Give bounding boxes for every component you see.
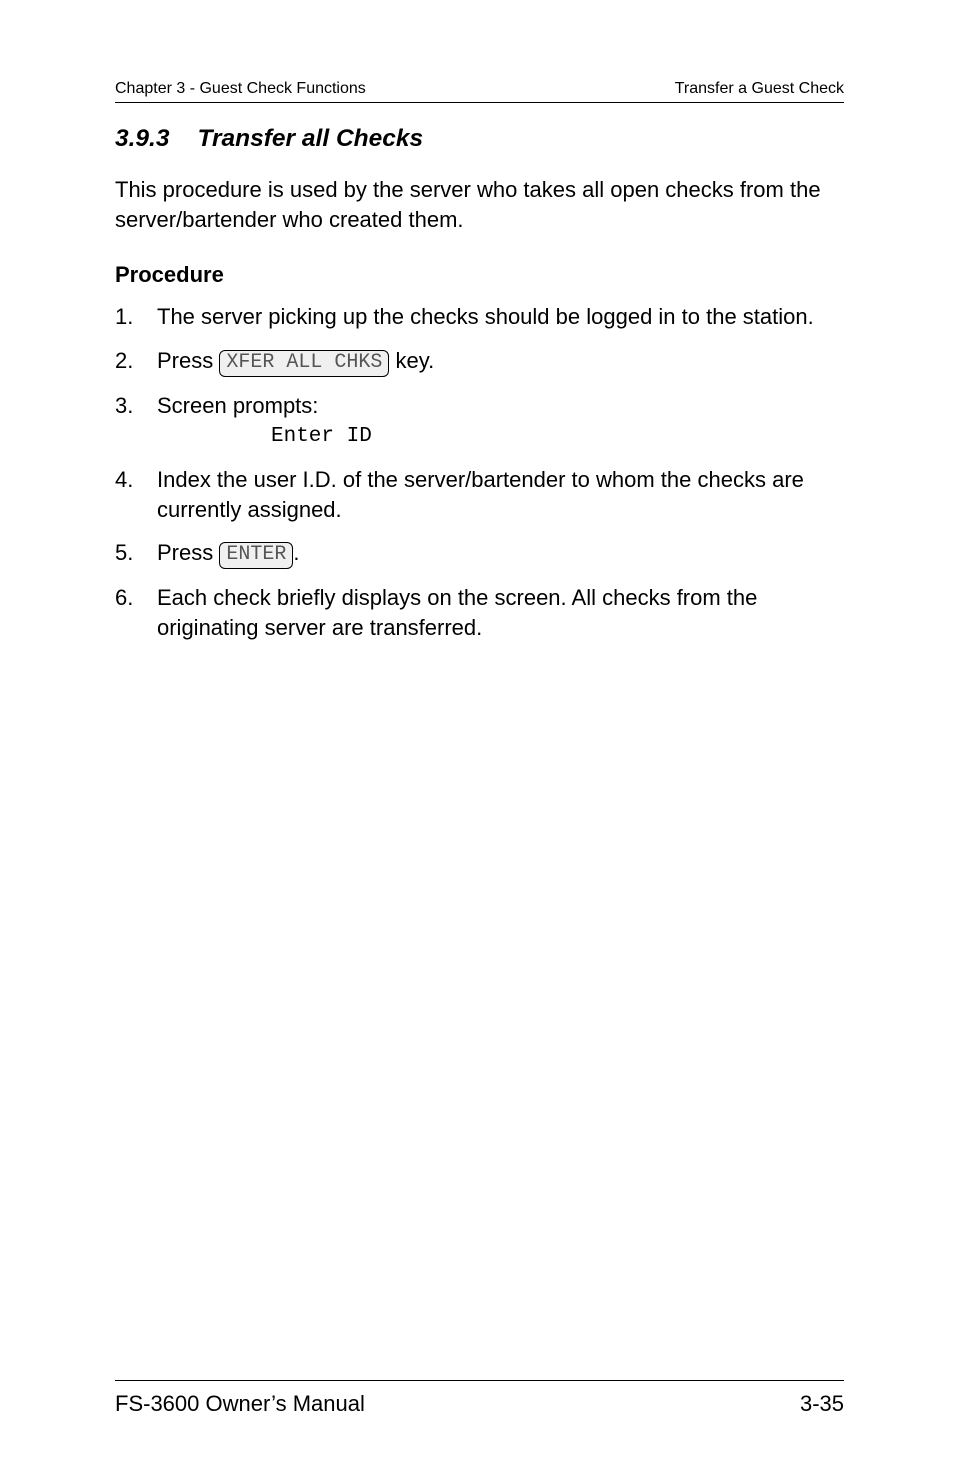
step-5-pre: Press — [157, 540, 219, 565]
procedure-heading: Procedure — [115, 262, 844, 288]
procedure-steps: The server picking up the checks should … — [115, 302, 844, 642]
running-header: Chapter 3 - Guest Check Functions Transf… — [115, 80, 844, 103]
running-footer: FS-3600 Owner’s Manual 3-35 — [115, 1380, 844, 1417]
footer-right: 3-35 — [800, 1391, 844, 1417]
step-6: Each check briefly displays on the scree… — [115, 583, 844, 642]
header-right: Transfer a Guest Check — [675, 80, 844, 98]
step-2: Press XFER ALL CHKS key. — [115, 346, 844, 377]
section-heading: 3.9.3 Transfer all Checks — [115, 125, 844, 153]
header-left: Chapter 3 - Guest Check Functions — [115, 80, 366, 98]
step-4: Index the user I.D. of the server/barten… — [115, 465, 844, 524]
step-3-prompt: Enter ID — [271, 423, 844, 451]
keycap-xfer-all-chks: XFER ALL CHKS — [219, 350, 389, 377]
section-number: 3.9.3 — [115, 125, 170, 153]
step-2-post: key. — [389, 348, 434, 373]
footer-left: FS-3600 Owner’s Manual — [115, 1391, 365, 1417]
step-3-text: Screen prompts: — [157, 393, 318, 418]
step-1: The server picking up the checks should … — [115, 302, 844, 332]
step-5: Press ENTER. — [115, 538, 844, 569]
step-3: Screen prompts: Enter ID — [115, 391, 844, 451]
step-5-post: . — [293, 540, 299, 565]
section-title: Transfer all Checks — [198, 125, 424, 152]
step-2-pre: Press — [157, 348, 219, 373]
keycap-enter: ENTER — [219, 542, 293, 569]
intro-paragraph: This procedure is used by the server who… — [115, 175, 844, 234]
